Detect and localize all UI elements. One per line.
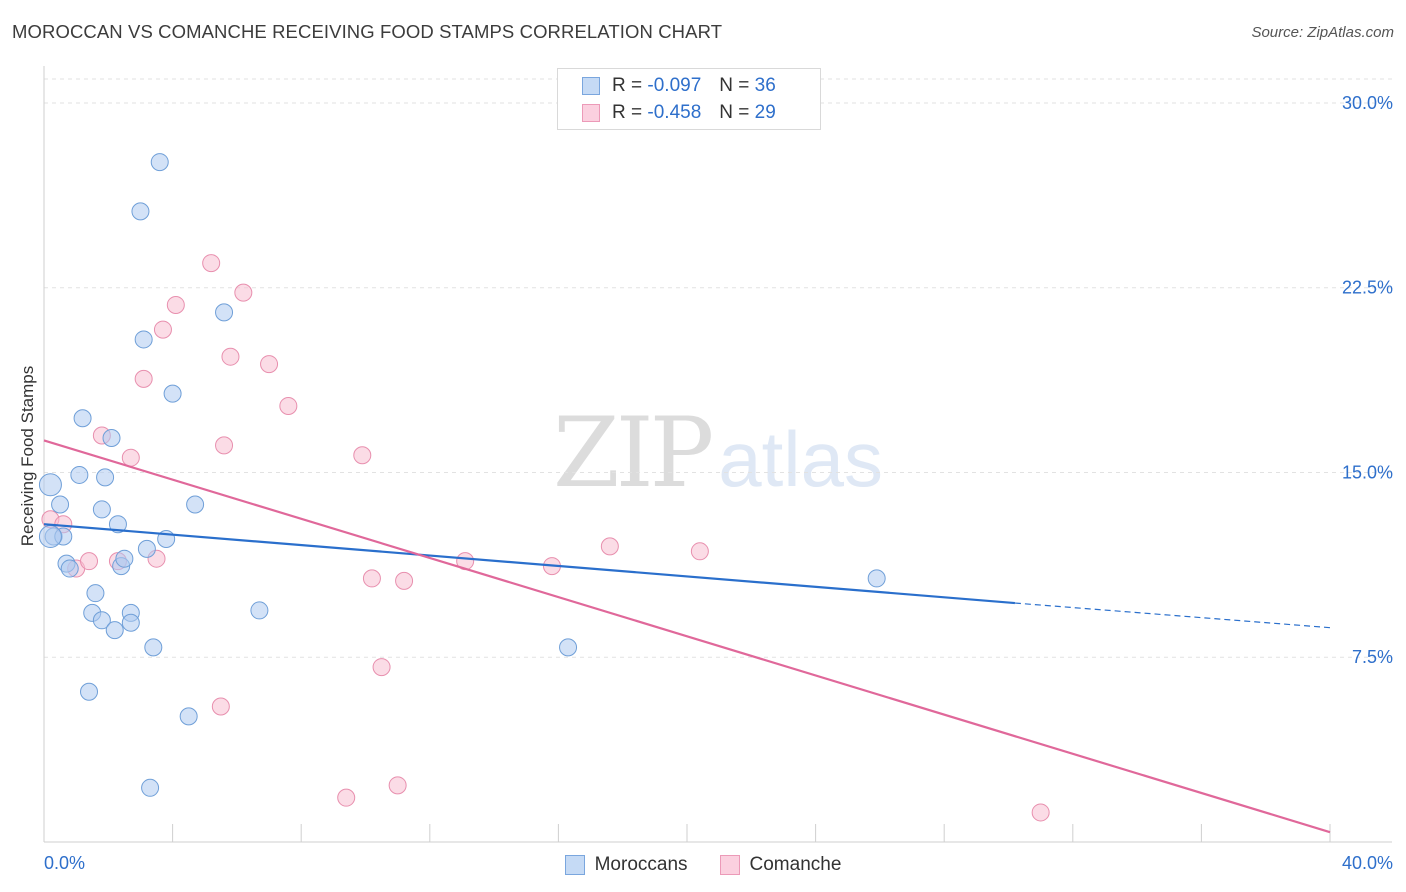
comanche-point [234, 283, 253, 302]
x-tick-label: 40.0% [1342, 853, 1393, 873]
comanche-point [690, 542, 709, 561]
watermark-zip: ZIP [553, 397, 714, 509]
moroccans-point [134, 330, 153, 349]
chart-title: MOROCCAN VS COMANCHE RECEIVING FOOD STAM… [12, 21, 723, 42]
comanche-point [395, 571, 414, 590]
moroccans-point [38, 525, 62, 549]
comanche-point [121, 448, 140, 467]
comanche-point [353, 446, 372, 465]
legend-n-value: 29 [754, 102, 776, 123]
comanche-points [41, 254, 1050, 822]
watermark-atlas: atlas [718, 415, 883, 503]
comanche-point [1031, 803, 1050, 822]
legend-n-label: N = [719, 102, 750, 123]
moroccans-point [144, 638, 163, 657]
moroccans-point [70, 465, 89, 484]
axes [43, 66, 1392, 843]
legend-r-value: -0.458 [647, 102, 702, 123]
moroccans-point [108, 515, 127, 534]
legend-n-label: N = [719, 75, 750, 96]
moroccans-point [121, 613, 140, 632]
legend-swatch-comanche [719, 855, 740, 875]
y-tick-label: 22.5% [1342, 278, 1393, 298]
comanche-trend-line [43, 439, 1331, 834]
tick-labels: 7.5% 15.0% 22.5% 30.0% 0.0% 40.0% [44, 93, 1393, 873]
trend-lines [43, 439, 1331, 834]
comanche-point [80, 552, 99, 571]
comanche-point [221, 347, 240, 366]
y-tick-label: 7.5% [1352, 647, 1393, 667]
x-tick-label: 0.0% [44, 853, 85, 873]
moroccans-point [186, 495, 205, 514]
legend-swatch-blue [582, 77, 600, 95]
moroccans-point [73, 409, 92, 428]
legend-label-comanche: Comanche [749, 854, 842, 875]
legend-swatch-moroccans [564, 855, 585, 875]
moroccans-point [179, 707, 198, 726]
moroccans-point [559, 638, 578, 657]
moroccans-point [38, 473, 62, 497]
comanche-point [153, 320, 172, 339]
moroccans-point [80, 682, 99, 701]
moroccans-point [102, 428, 121, 447]
moroccans-point [92, 611, 111, 630]
moroccans-point [105, 621, 124, 640]
y-tick-label: 15.0% [1342, 462, 1393, 482]
comanche-point [202, 254, 221, 273]
moroccans-trend-line [43, 523, 1016, 605]
legend-r-value: -0.097 [647, 75, 702, 96]
comanche-point [260, 355, 279, 374]
legend-r-label: R = [612, 102, 643, 123]
comanche-point [600, 537, 619, 556]
comanche-point [215, 436, 234, 455]
grid-lines [44, 78, 1392, 658]
legend-n-value: 36 [754, 75, 776, 96]
moroccans-point [115, 549, 134, 568]
comanche-point [362, 569, 381, 588]
comanche-point [211, 697, 230, 716]
moroccans-points [38, 153, 886, 797]
moroccans-point [96, 468, 115, 487]
moroccans-point [250, 601, 269, 620]
moroccans-trend-extension [1014, 602, 1331, 629]
legend-label-moroccans: Moroccans [594, 854, 688, 875]
y-tick-label: 30.0% [1342, 93, 1393, 113]
moroccans-point [137, 539, 156, 558]
comanche-point [279, 396, 298, 415]
moroccans-point [215, 303, 234, 322]
legend-r-label: R = [612, 75, 643, 96]
moroccans-point [867, 569, 886, 588]
moroccans-point [51, 495, 70, 514]
comanche-point [388, 776, 407, 795]
moroccans-point [141, 778, 160, 797]
watermark: ZIP atlas [553, 405, 883, 502]
legend-swatch-pink [582, 104, 600, 122]
moroccans-point [86, 584, 105, 603]
moroccans-point [150, 153, 169, 172]
comanche-point [134, 369, 153, 388]
source-label: Source: ZipAtlas.com [1251, 24, 1394, 41]
legend-row-moroccans: R = -0.097 N = 36 [582, 74, 776, 98]
legend-item-moroccans[interactable]: Moroccans [564, 854, 688, 876]
comanche-point [337, 788, 356, 807]
legend-row-comanche: R = -0.458 N = 29 [582, 101, 776, 125]
moroccans-point [92, 500, 111, 519]
comanche-point [166, 295, 185, 314]
series-legend: Moroccans Comanche [0, 852, 1406, 878]
y-axis-label: Receiving Food Stamps [18, 365, 37, 547]
moroccans-point [131, 202, 150, 221]
correlation-legend: R = -0.097 N = 36 R = -0.458 N = 29 [557, 68, 821, 130]
moroccans-point [60, 559, 79, 578]
moroccans-point [163, 384, 182, 403]
comanche-point [372, 658, 391, 677]
legend-item-comanche[interactable]: Comanche [719, 854, 842, 876]
